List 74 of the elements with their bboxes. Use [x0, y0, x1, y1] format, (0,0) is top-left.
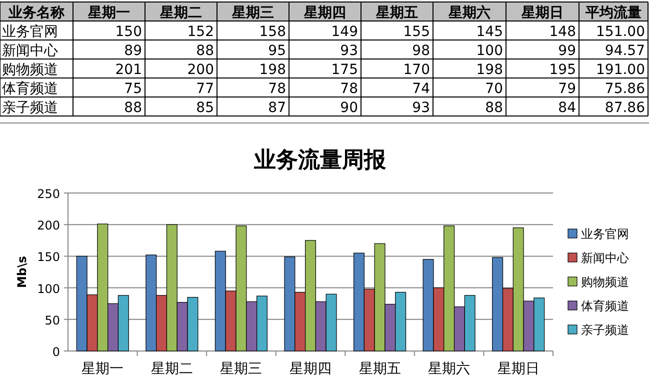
data-label: 198: [476, 62, 503, 78]
data-label: 175: [331, 62, 358, 78]
x-tick-label: 平均流量: [584, 4, 642, 21]
x-tick-label: 星期日: [497, 361, 540, 377]
data-label: 87: [268, 100, 286, 116]
y-tick-label: 业务官网: [2, 24, 58, 40]
data-label: 201: [115, 62, 142, 78]
y-tick-label: 200: [37, 218, 60, 233]
y-axis-title: 业务名称: [8, 5, 64, 21]
x-tick-label: 星期三: [231, 5, 274, 21]
data-label: 198: [259, 62, 286, 78]
data-label: 79: [558, 81, 576, 97]
legend-label: 业务官网: [581, 227, 629, 241]
y-tick-label: 100: [37, 282, 60, 296]
data-label: 158: [259, 24, 286, 40]
x-tick-label: 星期六: [428, 361, 470, 377]
y-tick-label: 购物频道: [2, 62, 58, 78]
y-tick-label: 亲子频道: [2, 100, 58, 116]
y-tick-label: 0: [52, 345, 60, 359]
data-label: 75: [124, 81, 142, 97]
y-tick-label: 体育频道: [2, 80, 58, 97]
y-tick-label: 50: [44, 313, 60, 328]
data-label: 98: [412, 43, 430, 59]
data-label: 87.86: [604, 100, 646, 116]
y-tick-label: 新闻中心: [2, 43, 58, 59]
data-label: 88: [196, 43, 214, 59]
data-label: 191.00: [596, 62, 645, 78]
data-label: 149: [331, 24, 358, 40]
legend-label: 亲子频道: [581, 323, 629, 337]
data-label: 148: [549, 24, 576, 40]
data-label: 74: [412, 81, 430, 97]
data-label: 78: [268, 81, 286, 97]
data-label: 95: [268, 43, 286, 59]
x-tick-label: 星期一: [87, 5, 130, 21]
x-tick-label: 星期五: [358, 361, 401, 377]
y-axis-title: Mb\s: [15, 256, 29, 288]
legend-label: 新闻中心: [581, 251, 629, 265]
y-tick-label: 150: [37, 250, 60, 264]
data-label: 85: [196, 100, 214, 116]
x-tick-label: 星期一: [82, 361, 124, 377]
data-label: 150: [115, 24, 142, 40]
x-tick-label: 星期五: [375, 5, 418, 21]
data-label: 77: [196, 81, 214, 97]
data-label: 155: [403, 24, 430, 40]
x-tick-label: 星期日: [520, 5, 564, 21]
data-label: 75.86: [604, 81, 646, 97]
data-label: 89: [124, 43, 142, 59]
data-label: 100: [476, 43, 503, 59]
x-tick-label: 星期四: [303, 5, 346, 21]
data-label: 151.00: [596, 24, 645, 40]
x-tick-label: 星期六: [448, 4, 490, 21]
x-tick-label: 星期二: [150, 361, 193, 377]
data-label: 93: [340, 43, 358, 59]
y-tick-label: 250: [37, 187, 60, 201]
data-label: 145: [476, 24, 503, 40]
data-label: 99: [558, 43, 576, 59]
data-label: 94.57: [604, 43, 645, 59]
x-tick-label: 星期四: [290, 361, 332, 377]
data-label: 88: [485, 100, 503, 116]
data-label: 195: [549, 62, 576, 78]
data-label: 70: [485, 81, 503, 97]
data-label: 90: [340, 100, 358, 116]
legend-label: 购物频道: [581, 275, 629, 289]
chart-title: 业务流量周报: [253, 147, 387, 173]
x-tick-label: 星期三: [220, 361, 262, 377]
data-label: 88: [124, 100, 142, 116]
data-label: 170: [403, 62, 430, 78]
x-tick-label: 星期二: [159, 5, 202, 21]
data-label: 78: [340, 81, 358, 97]
data-label: 152: [187, 24, 214, 40]
data-label: 200: [187, 62, 214, 78]
data-label: 84: [558, 100, 576, 116]
legend-label: 体育频道: [581, 299, 629, 313]
data-label: 93: [412, 100, 430, 116]
